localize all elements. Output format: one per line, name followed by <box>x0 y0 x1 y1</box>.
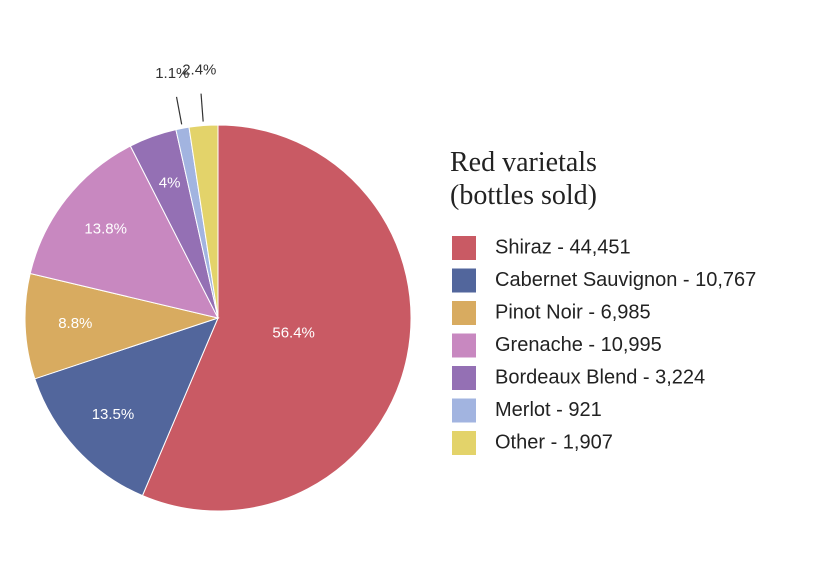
pie-slice <box>34 317 219 497</box>
slice-label: 13.8% <box>84 221 127 238</box>
slice-label: 4% <box>159 175 181 192</box>
leader-line <box>175 96 183 125</box>
legend-swatch <box>452 268 476 293</box>
legend-label: Other - 1,907 <box>495 431 613 453</box>
pie-slice <box>141 124 412 512</box>
legend-swatch <box>452 301 476 325</box>
legend-swatch <box>452 366 476 390</box>
leader-line <box>200 93 204 122</box>
slice-label: 13.5% <box>92 406 135 423</box>
pie-slice <box>29 145 219 319</box>
slice-label: 2.4% <box>182 62 216 79</box>
legend-label: Merlot - 921 <box>495 399 602 421</box>
legend-label: Cabernet Sauvignon - 10,767 <box>495 269 756 291</box>
legend-swatch <box>452 398 476 423</box>
slice-label: 56.4% <box>272 324 315 341</box>
legend-swatch <box>452 431 476 455</box>
legend-label: Grenache - 10,995 <box>495 334 662 356</box>
legend-label: Shiraz - 44,451 <box>495 236 631 258</box>
legend-swatch <box>452 333 476 358</box>
chart-title: Red varietals (bottles sold) <box>450 147 597 211</box>
slice-label: 1.1% <box>155 65 189 82</box>
legend-label: Bordeaux Blend - 3,224 <box>495 366 705 388</box>
pie-slice <box>188 124 219 319</box>
legend-swatch <box>452 236 476 260</box>
slice-label: 8.8% <box>58 315 92 332</box>
pie-slice <box>24 272 220 380</box>
legend-label: Pinot Noir - 6,985 <box>495 301 651 323</box>
